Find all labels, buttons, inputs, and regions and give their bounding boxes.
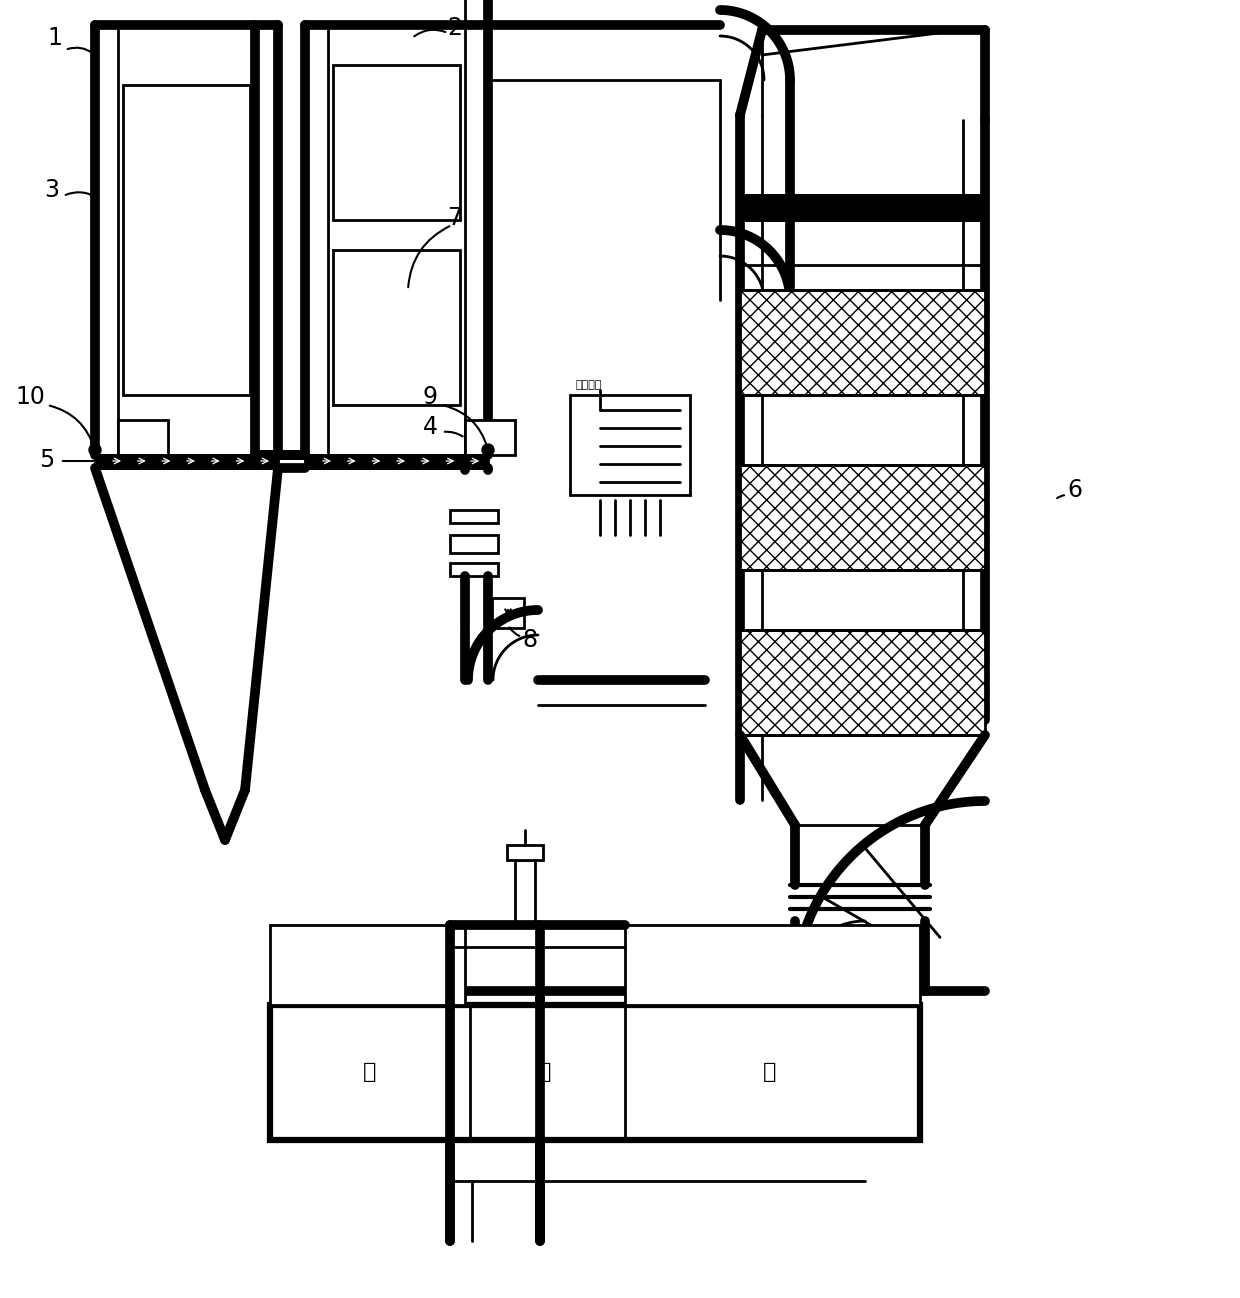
Text: 7: 7 [448, 206, 463, 230]
Bar [334, 251, 460, 405]
Bar [118, 421, 167, 456]
Bar [123, 84, 250, 395]
Bar [450, 510, 498, 523]
Text: 5: 5 [40, 448, 55, 472]
Bar [270, 1005, 920, 1140]
Bar [570, 395, 689, 495]
Bar [740, 195, 985, 219]
Text: 10: 10 [15, 386, 45, 409]
Bar [492, 598, 525, 628]
Bar [740, 465, 985, 570]
Text: 2: 2 [448, 16, 463, 40]
Bar [465, 421, 515, 456]
Bar [740, 289, 985, 395]
Text: 喷氨格栅: 喷氨格栅 [575, 380, 601, 389]
Text: 6: 6 [1068, 478, 1083, 502]
Circle shape [482, 444, 494, 456]
Bar [515, 861, 534, 925]
Circle shape [89, 444, 100, 456]
Bar [740, 630, 985, 735]
Bar [270, 925, 465, 1005]
Text: 燃: 燃 [538, 1063, 552, 1083]
Text: 烟: 烟 [764, 1063, 776, 1083]
Bar [95, 456, 278, 469]
Text: 8: 8 [522, 628, 538, 652]
Text: 1: 1 [47, 26, 62, 51]
Bar [450, 563, 498, 576]
Text: 3: 3 [45, 178, 60, 202]
Bar [625, 925, 920, 1005]
Text: 9: 9 [423, 386, 438, 409]
Bar [507, 845, 543, 861]
Bar [450, 535, 498, 553]
Text: 4: 4 [423, 415, 438, 439]
Text: 空: 空 [363, 1063, 377, 1083]
Bar [305, 456, 489, 469]
Bar [334, 65, 460, 219]
